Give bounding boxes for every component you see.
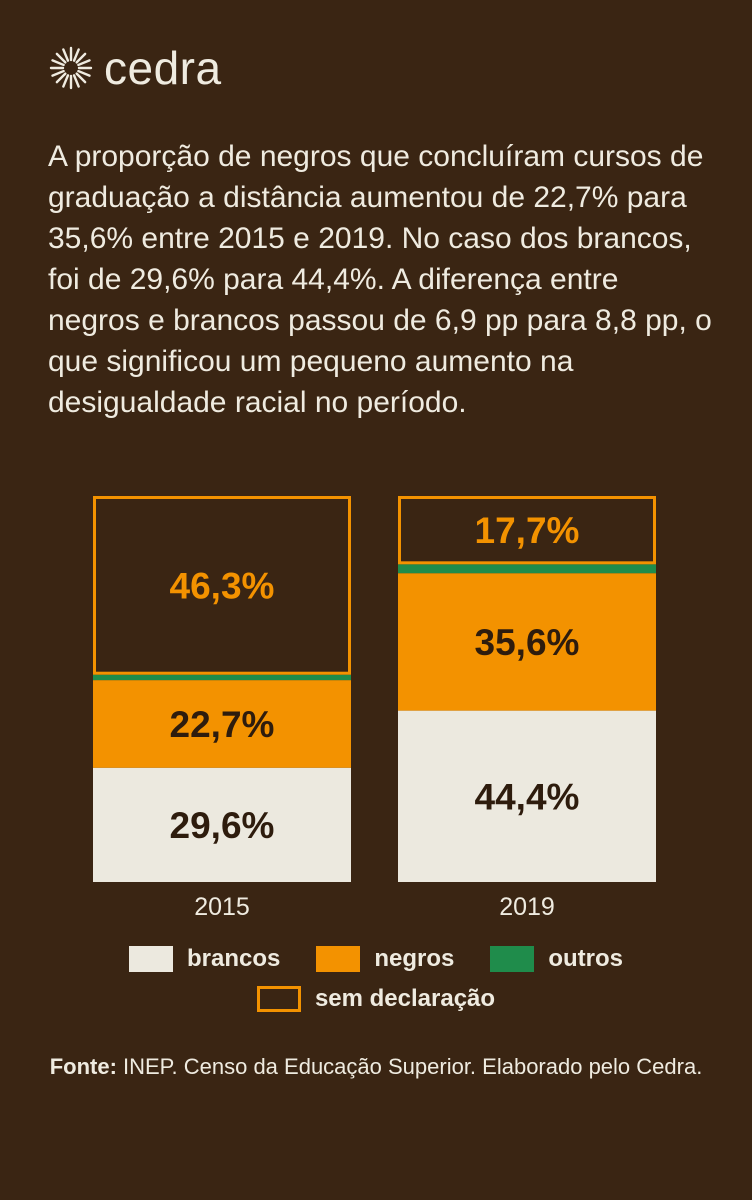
sun-ray <box>75 72 87 84</box>
bar-segment-outros-2015 <box>93 674 351 681</box>
legend-swatch-negros <box>316 946 361 972</box>
legend-label-sem-declaracao: sem declaração <box>314 985 496 1012</box>
legend-row-1: brancos negros outros <box>0 945 752 973</box>
legend-swatch-brancos <box>128 946 173 972</box>
data-label-sem_declaracao-2015: 46,3% <box>170 565 275 606</box>
sun-ray <box>77 69 91 77</box>
sun-ray <box>51 59 65 67</box>
bar-segment-brancos-2015 <box>93 767 351 882</box>
bar-segment-negros-2019 <box>398 573 656 711</box>
legend-label-negros: negros <box>374 945 455 972</box>
intro-text: A proporção de negros que concluíram cur… <box>48 140 712 419</box>
data-label-brancos-2019: 44,4% <box>475 776 580 817</box>
sun-ray <box>62 74 70 88</box>
x-tick-label-2015: 2015 <box>194 893 250 921</box>
sun-ray <box>72 48 80 62</box>
brand-logo: cedra <box>48 40 222 96</box>
bar-segment-sem_declaracao-2015 <box>93 496 351 675</box>
legend-item-negros: negros <box>316 945 454 973</box>
bar-segment-negros-2015 <box>93 680 351 768</box>
data-label-brancos-2015: 29,6% <box>170 805 275 846</box>
sun-ray <box>55 72 67 84</box>
source-note: Fonte: INEP. Censo da Educação Superior.… <box>40 1052 712 1082</box>
sun-burst-icon <box>49 46 93 90</box>
sun-ray <box>72 74 80 88</box>
bar-segment-brancos-2019 <box>398 710 656 882</box>
sun-ray <box>75 52 87 64</box>
brand-name: cedra <box>104 42 222 94</box>
bar-segment-sem_declaracao-2019 <box>398 496 656 565</box>
legend-label-outros: outros <box>548 945 624 972</box>
legend-item-outros: outros <box>490 945 623 973</box>
legend-row-2: sem declaração <box>0 985 752 1013</box>
data-label-negros-2015: 22,7% <box>170 704 275 745</box>
sun-ray <box>77 59 91 67</box>
legend-label-brancos: brancos <box>186 945 281 972</box>
legend-item-brancos: brancos <box>128 945 281 973</box>
legend-swatch-outros <box>490 946 535 972</box>
legend-item-sem-declaracao: sem declaração <box>256 985 496 1013</box>
data-label-sem_declaracao-2019: 17,7% <box>475 510 580 551</box>
sun-ray <box>62 48 70 62</box>
legend-swatch-sem-declaracao <box>256 986 301 1012</box>
bar-segment-outros-2019 <box>398 564 656 574</box>
sun-ray <box>55 52 67 64</box>
x-tick-label-2019: 2019 <box>499 893 555 921</box>
source-text: INEP. Censo da Educação Superior. Elabor… <box>116 1054 703 1079</box>
sun-ray <box>51 69 65 77</box>
source-label: Fonte: <box>49 1054 117 1079</box>
data-label-negros-2019: 35,6% <box>475 622 580 663</box>
